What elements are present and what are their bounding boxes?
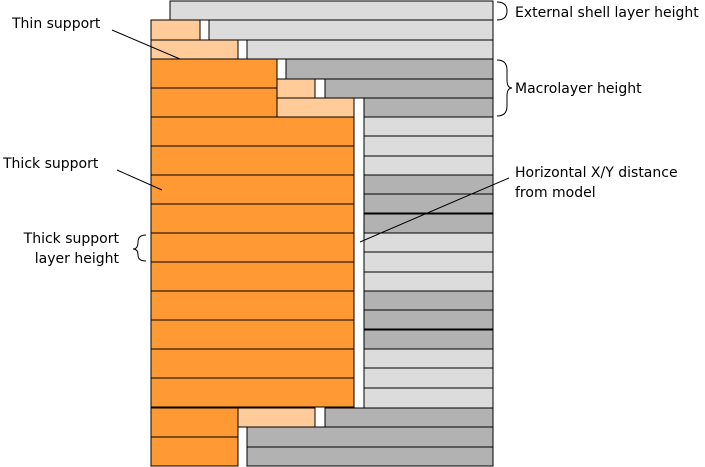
external-shell-bracket	[496, 1, 508, 21]
model-wall-layer	[363, 387, 494, 409]
model-wall-layer	[363, 232, 494, 253]
model-wall-layer	[363, 348, 494, 369]
thick-support-block	[150, 58, 278, 89]
thick-support-layer-height-label-line1: Thick support	[23, 231, 120, 247]
model-wall-layer	[363, 367, 494, 389]
model-wall-layer	[363, 271, 494, 292]
thin-support-block	[276, 97, 355, 118]
thick-support-layer	[150, 348, 355, 379]
macrolayer-row	[246, 446, 494, 467]
xy-distance-label-line2: from model	[515, 185, 596, 201]
model-wall-layer	[363, 193, 494, 214]
thin-support-block	[150, 39, 239, 60]
model-wall-layer	[363, 251, 494, 273]
thin-support-block	[150, 19, 201, 41]
thick-support-block	[150, 407, 239, 438]
model-wall-layer	[363, 213, 494, 234]
thick-support-layer	[150, 290, 355, 321]
model-wall-layer	[363, 116, 494, 137]
thick-support-layer	[150, 377, 355, 408]
thin-support-label: Thin support	[11, 16, 101, 32]
shell-layer	[246, 39, 494, 60]
shell-layer	[208, 19, 494, 41]
macrolayer-height-label: Macrolayer height	[515, 81, 642, 97]
thick-support-layer	[150, 261, 355, 292]
thick-support-layer	[150, 319, 355, 350]
thick-layer-height-bracket	[132, 234, 147, 262]
thick-support-layer	[150, 232, 355, 263]
thick-support-layer	[150, 145, 355, 176]
macrolayer-bracket	[496, 59, 513, 117]
external-shell-layer-height-label: External shell layer height	[515, 5, 699, 21]
labels: Thin support Thick support Thick support…	[2, 5, 699, 267]
thick-support-label: Thick support	[2, 156, 99, 172]
shell-layer	[169, 0, 494, 21]
thick-support-block	[150, 436, 239, 467]
leader-lines	[111, 1, 513, 262]
thick-support-layer-height-label-line2: layer height	[35, 251, 120, 267]
thin-support-block	[237, 407, 316, 428]
macrolayer-row	[246, 426, 494, 448]
thin-support-leader	[111, 29, 181, 60]
macrolayer-row	[324, 407, 494, 428]
thick-support-layer	[150, 174, 355, 205]
model-wall-layer	[363, 329, 494, 350]
thick-support-block	[150, 87, 278, 118]
model-wall-layer	[363, 135, 494, 157]
layer-blocks	[150, 0, 494, 467]
macrolayer-row	[363, 97, 494, 118]
xy-distance-label-line1: Horizontal X/Y distance	[515, 165, 678, 181]
xy-distance-leader	[359, 177, 510, 243]
thick-support-leader	[116, 169, 163, 191]
model-wall-layer	[363, 290, 494, 311]
model-wall-layer	[363, 174, 494, 195]
macrolayer-row	[324, 78, 494, 99]
model-wall-layer	[363, 155, 494, 176]
macrolayer-row	[285, 58, 494, 80]
thick-support-layer	[150, 203, 355, 234]
thick-support-layer	[150, 116, 355, 147]
thin-support-block	[276, 78, 316, 99]
model-wall-layer	[363, 309, 494, 330]
